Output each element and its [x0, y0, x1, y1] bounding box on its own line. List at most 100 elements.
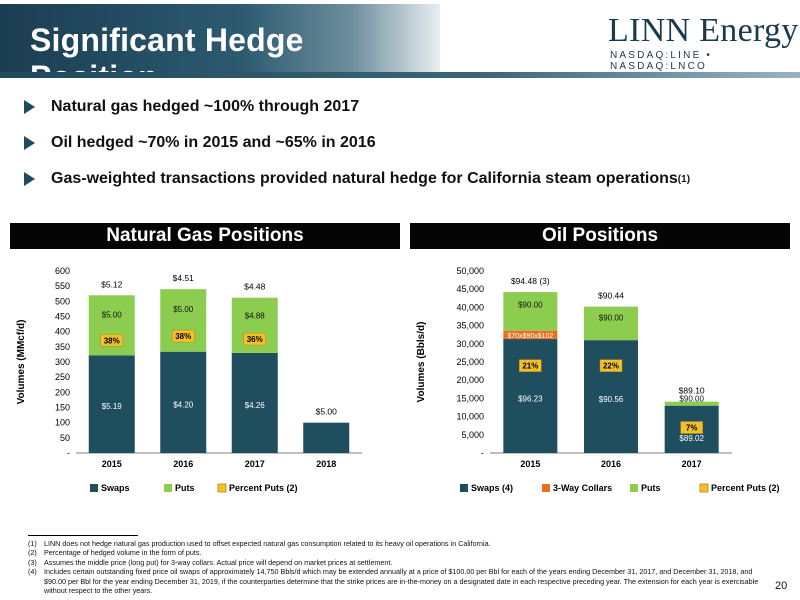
bar-top-label: $89.10 — [679, 386, 705, 396]
footnotes: (1) LINN does not hedge natural gas produ… — [28, 539, 768, 595]
y-tick-label: 25,000 — [456, 357, 484, 367]
y-tick-label: 5,000 — [461, 430, 484, 440]
percent-puts-label: 38% — [104, 336, 120, 345]
page-title: Significant Hedge Position — [30, 22, 304, 95]
percent-puts-badge — [243, 332, 266, 346]
footnote-2: (2) Percentage of hedged volume in the fo… — [28, 548, 202, 558]
y-tick-label: 35,000 — [456, 321, 484, 331]
legend-label: Puts — [641, 483, 661, 493]
oil-section-title: Oil Positions — [410, 223, 790, 249]
legend-swatch — [699, 483, 709, 493]
legend-label: Swaps — [101, 483, 130, 493]
y-tick-label: 150 — [55, 403, 70, 413]
percent-puts-badge — [519, 359, 542, 372]
footnote-3: (3) Assumes the middle price (long put) f… — [28, 557, 393, 567]
y-axis-label: Volumes (MMcf/d) — [16, 320, 27, 405]
bar-value-label: $4.26 — [245, 401, 266, 410]
percent-puts-label: 7% — [686, 424, 698, 433]
title-bar: Significant Hedge Position — [0, 4, 440, 95]
y-axis-label: Volumes (Bbls/d) — [416, 322, 427, 403]
bar-value-label: $70x$90x$102 — [507, 333, 553, 340]
bar-value-label: $5.00 — [102, 310, 123, 319]
y-tick-label: 600 — [55, 266, 70, 276]
y-tick-label: - — [481, 448, 484, 458]
bar-top-label: $4.48 — [244, 282, 266, 292]
percent-puts-badge — [599, 359, 623, 372]
footnote-4: (4) Includes certain outstanding fixed pr… — [28, 567, 759, 596]
percent-puts-label: 36% — [247, 335, 263, 344]
bullet-oil-hedged: Oil hedged ~70% in 2015 and ~65% in 2016 — [24, 134, 376, 152]
header-rule — [0, 72, 800, 78]
footnote-divider — [28, 535, 138, 536]
legend-swatch — [164, 484, 172, 492]
bar-top-label: $4.51 — [173, 273, 195, 283]
bar-value-label: $96.23 — [518, 395, 543, 404]
y-tick-label: 400 — [55, 327, 70, 337]
legend-label: Swaps (4) — [471, 483, 513, 493]
y-tick-label: 200 — [55, 387, 70, 397]
y-tick-label: 250 — [55, 372, 70, 382]
legend-label: Puts — [175, 483, 195, 493]
y-tick-label: 50 — [60, 433, 70, 443]
bar-segment-swaps — [160, 351, 207, 453]
bar-value-label: $89.02 — [679, 434, 704, 443]
y-tick-label: 15,000 — [456, 393, 484, 403]
ticker-symbols: NASDAQ:LINE • NASDAQ:LNCO — [610, 50, 713, 72]
bar-segment-swaps — [231, 352, 278, 453]
bar-top-label: $94.48 (3) — [511, 276, 550, 286]
gas-section-title: Natural Gas Positions — [10, 223, 400, 249]
percent-puts-label: 21% — [522, 362, 538, 371]
y-tick-label: 20,000 — [456, 375, 484, 385]
bar-value-label: $4.88 — [245, 311, 266, 320]
y-tick-label: 100 — [55, 418, 70, 428]
y-tick-label: 450 — [55, 312, 70, 322]
y-tick-label: 45,000 — [456, 284, 484, 294]
x-tick-label: 2017 — [245, 459, 265, 469]
percent-puts-label: 38% — [175, 332, 191, 341]
bar-value-label: $90.56 — [599, 395, 624, 404]
oil-positions-chart: - 5,000 10,000 15,000 20,000 25,000 30,000 35,0… — [416, 266, 780, 493]
legend-label: Percent Puts (2) — [229, 483, 298, 493]
bullet-triangle-icon — [24, 100, 35, 114]
bullet-natural-hedge: Gas-weighted transactions provided natur… — [24, 170, 690, 188]
percent-puts-badge — [100, 334, 123, 347]
x-tick-label: 2016 — [601, 459, 621, 469]
x-tick-label: 2018 — [316, 459, 336, 469]
bar-value-label: $90.00 — [679, 395, 704, 404]
legend-swatch — [630, 484, 638, 492]
y-tick-label: 500 — [55, 296, 70, 306]
bar-segment-puts — [664, 401, 719, 406]
bar-top-label: $5.12 — [101, 279, 123, 289]
bullet-text: Oil hedged ~70% in 2015 and ~65% in 2016 — [51, 134, 376, 151]
y-tick-label: 350 — [55, 342, 70, 352]
bar-value-label: $5.00 — [173, 305, 194, 314]
gas-positions-chart: - 50 100 150 200 250 300 350 400 450 500 550 600 Volu… — [16, 266, 362, 493]
bar-segment-puts — [503, 292, 558, 331]
bar-value-label: $90.00 — [518, 300, 543, 309]
legend-swatch — [90, 484, 98, 492]
percent-puts-badge — [680, 421, 703, 434]
header: Significant Hedge Position LINN Energy N… — [0, 0, 800, 95]
x-tick-label: 2015 — [520, 459, 540, 469]
x-tick-label: 2017 — [682, 459, 702, 469]
bullet-footnote-ref: (1) — [677, 173, 691, 185]
x-tick-label: 2015 — [102, 459, 122, 469]
bar-segment-puts — [584, 306, 638, 341]
bar-segment-swaps — [88, 355, 135, 453]
bar-segment-3-way-collars — [503, 330, 558, 340]
percent-puts-label: 22% — [603, 362, 619, 371]
legend-label: Percent Puts (2) — [711, 483, 780, 493]
bar-top-label: $5.00 — [316, 407, 338, 417]
y-tick-label: - — [67, 448, 70, 458]
bar-segment-swaps — [303, 422, 350, 453]
y-tick-label: 550 — [55, 281, 70, 291]
y-tick-label: 50,000 — [456, 266, 484, 276]
bullet-triangle-icon — [24, 172, 35, 186]
legend-swatch — [460, 484, 468, 492]
bar-value-label: $5.19 — [102, 402, 123, 411]
company-logo: LINN Energy — [608, 12, 799, 49]
bullet-text: Gas-weighted transactions provided natur… — [51, 170, 678, 187]
x-tick-label: 2016 — [173, 459, 193, 469]
legend-swatch — [217, 483, 227, 493]
footnote-1: (1) LINN does not hedge natural gas produ… — [28, 539, 491, 548]
